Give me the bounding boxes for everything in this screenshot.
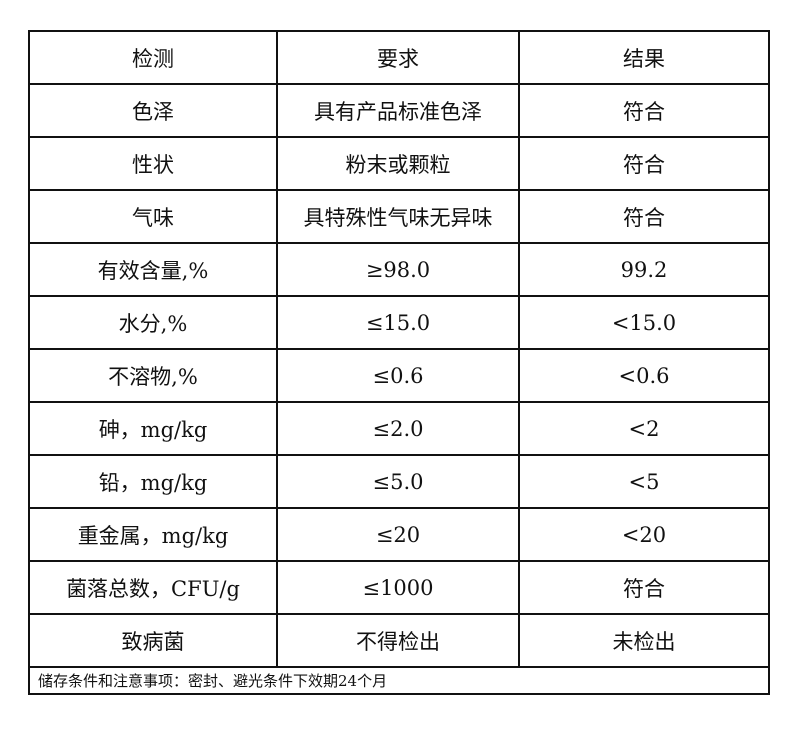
- requirement-cell: ≤5.0: [276, 454, 520, 509]
- header-cell-test: 检测: [28, 30, 278, 85]
- requirement-cell: 粉末或颗粒: [276, 136, 520, 191]
- table-row: 重金属，mg/kg ≤20 <20: [28, 507, 770, 562]
- table-row: 致病菌 不得检出 未检出: [28, 613, 770, 668]
- test-item-cell: 性状: [28, 136, 278, 191]
- requirement-cell: ≤0.6: [276, 348, 520, 403]
- table-row: 气味 具特殊性气味无异味 符合: [28, 189, 770, 244]
- storage-note: 储存条件和注意事项：密封、避光条件下效期24个月: [28, 666, 770, 695]
- result-cell: 符合: [518, 83, 770, 138]
- test-item-cell: 气味: [28, 189, 278, 244]
- test-item-cell: 不溶物,%: [28, 348, 278, 403]
- requirement-cell: 不得检出: [276, 613, 520, 668]
- result-cell: <20: [518, 507, 770, 562]
- table-row: 铅，mg/kg ≤5.0 <5: [28, 454, 770, 509]
- table-row: 不溶物,% ≤0.6 <0.6: [28, 348, 770, 403]
- requirement-cell: ≤2.0: [276, 401, 520, 456]
- table-row: 色泽 具有产品标准色泽 符合: [28, 83, 770, 138]
- table-row: 性状 粉末或颗粒 符合: [28, 136, 770, 191]
- table-header-row: 检测 要求 结果: [28, 30, 770, 85]
- test-item-cell: 砷，mg/kg: [28, 401, 278, 456]
- inspection-table: 检测 要求 结果 色泽 具有产品标准色泽 符合 性状 粉末或颗粒 符合 气味 具特殊性气味无异…: [28, 30, 770, 695]
- requirement-cell: 具特殊性气味无异味: [276, 189, 520, 244]
- table-row: 水分,% ≤15.0 <15.0: [28, 295, 770, 350]
- test-item-cell: 致病菌: [28, 613, 278, 668]
- test-item-cell: 重金属，mg/kg: [28, 507, 278, 562]
- footer-row: 储存条件和注意事项：密封、避光条件下效期24个月: [28, 666, 770, 695]
- result-cell: 符合: [518, 189, 770, 244]
- test-item-cell: 有效含量,%: [28, 242, 278, 297]
- requirement-cell: ≤1000: [276, 560, 520, 615]
- requirement-cell: 具有产品标准色泽: [276, 83, 520, 138]
- result-cell: 符合: [518, 560, 770, 615]
- test-item-cell: 铅，mg/kg: [28, 454, 278, 509]
- header-cell-requirement: 要求: [276, 30, 520, 85]
- requirement-cell: ≤20: [276, 507, 520, 562]
- table-row: 菌落总数，CFU/g ≤1000 符合: [28, 560, 770, 615]
- header-cell-result: 结果: [518, 30, 770, 85]
- result-cell: 符合: [518, 136, 770, 191]
- test-item-cell: 色泽: [28, 83, 278, 138]
- result-cell: 99.2: [518, 242, 770, 297]
- requirement-cell: ≥98.0: [276, 242, 520, 297]
- requirement-cell: ≤15.0: [276, 295, 520, 350]
- table-row: 有效含量,% ≥98.0 99.2: [28, 242, 770, 297]
- table-row: 砷，mg/kg ≤2.0 <2: [28, 401, 770, 456]
- result-cell: 未检出: [518, 613, 770, 668]
- test-item-cell: 水分,%: [28, 295, 278, 350]
- result-cell: <15.0: [518, 295, 770, 350]
- result-cell: <0.6: [518, 348, 770, 403]
- result-cell: <5: [518, 454, 770, 509]
- result-cell: <2: [518, 401, 770, 456]
- test-item-cell: 菌落总数，CFU/g: [28, 560, 278, 615]
